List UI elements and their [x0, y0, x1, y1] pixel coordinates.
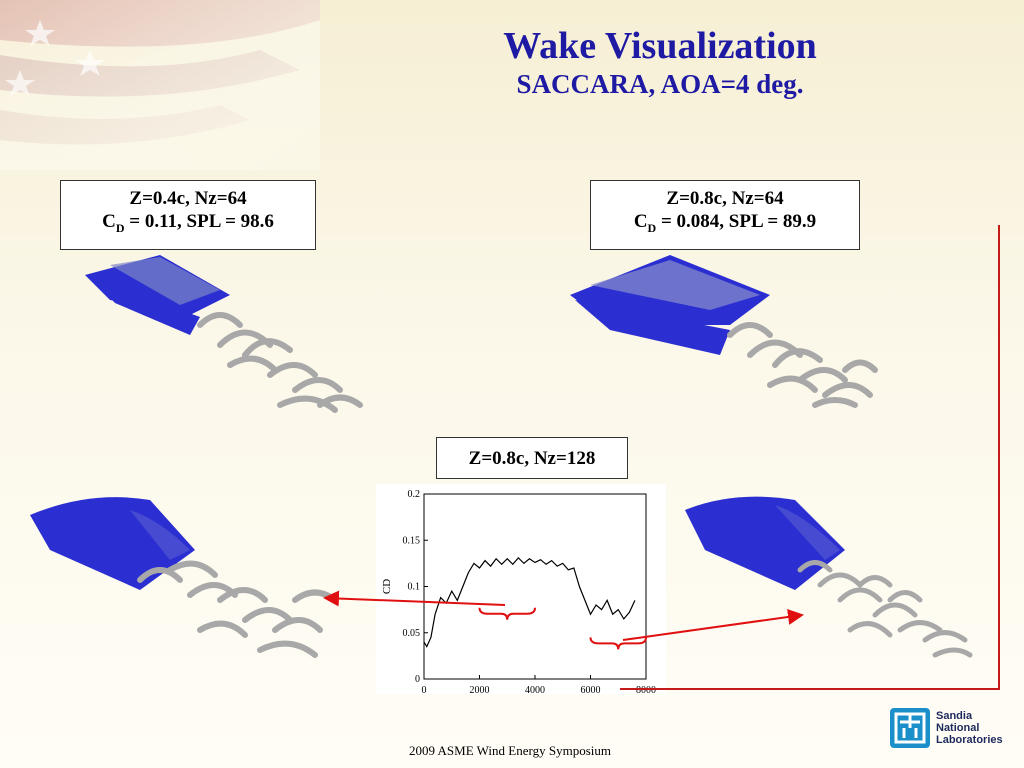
sandia-wordmark: Sandia National Laboratories: [936, 710, 1003, 746]
x-tick-label: 0: [422, 685, 427, 694]
wake-visualization-top-right: [570, 255, 878, 408]
arrow-overlay: [323, 590, 804, 641]
case-label-left: Z=0.4c, Nz=64 CD = 0.11, SPL = 98.6: [60, 180, 316, 250]
drag-coefficient-plot: 0 2000 4000 6000 8000 0 0.05 0.1 0.15 0.2 CD: [381, 489, 656, 696]
cd-series-line: [423, 556, 636, 648]
slide-frame-bottom: [620, 688, 1000, 690]
brace-late: [589, 637, 647, 650]
footer-text: 2009 ASME Wind Energy Symposium: [409, 743, 611, 758]
case-left-metrics: CD = 0.11, SPL = 98.6: [102, 211, 274, 235]
x-tick-label: 4000: [525, 685, 545, 694]
slide-subtitle: SACCARA, AOA=4 deg.: [516, 69, 804, 99]
flag-decoration: [0, 0, 320, 170]
x-tick-label: 8000: [636, 685, 656, 694]
arrow-to-right: [622, 609, 804, 641]
case-right-grid: Z=0.8c, Nz=64: [666, 188, 784, 209]
slide-title: Wake Visualization: [503, 25, 817, 67]
sandia-thunderbird-icon: [890, 708, 930, 748]
drag-coefficient-chart: 0 2000 4000 6000 8000 0 0.05 0.1 0.15 0.2 CD: [376, 484, 666, 696]
sandia-logo: Sandia National Laboratories: [890, 708, 1003, 748]
y-tick-label: 0.15: [403, 535, 421, 546]
y-tick-label: 0.1: [408, 582, 421, 593]
wake-visualization-top-left: [85, 255, 363, 413]
y-tick-label: 0: [415, 674, 420, 685]
slide-frame-right: [998, 225, 1000, 690]
arrow-to-left: [323, 590, 506, 607]
wake-visualization-bottom-left: [30, 497, 338, 658]
y-tick-label: 0.05: [403, 628, 421, 639]
wake-visualization-bottom-right: [685, 496, 973, 658]
case-label-center: Z=0.8c, Nz=128: [436, 437, 628, 479]
case-label-right: Z=0.8c, Nz=64 CD = 0.084, SPL = 89.9: [590, 180, 860, 250]
x-tick-label: 6000: [581, 685, 601, 694]
y-tick-label: 0.2: [408, 489, 421, 500]
x-tick-label: 2000: [470, 685, 490, 694]
slide-title-block: Wake Visualization SACCARA, AOA=4 deg.: [380, 24, 940, 100]
case-right-metrics: CD = 0.084, SPL = 89.9: [633, 211, 817, 235]
y-axis-label: CD: [381, 579, 393, 594]
case-left-grid: Z=0.4c, Nz=64: [129, 188, 247, 209]
case-center-grid: Z=0.8c, Nz=128: [468, 448, 596, 469]
